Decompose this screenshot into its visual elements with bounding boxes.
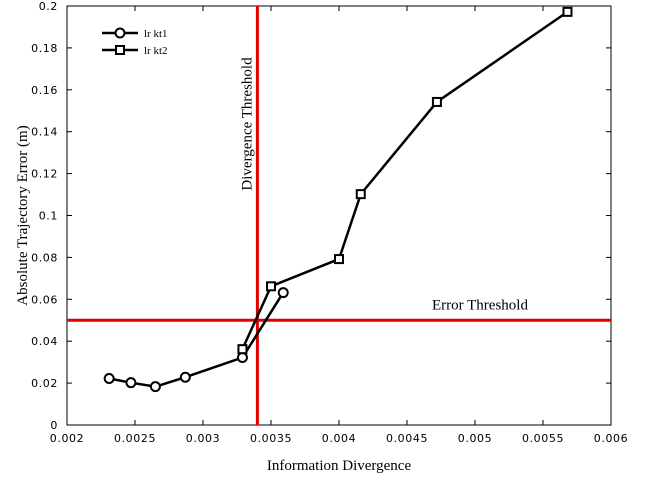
divergence-threshold-label: Divergence Threshold (239, 57, 255, 191)
data-point (277, 287, 289, 299)
data-point (562, 6, 573, 17)
legend-marker (115, 45, 125, 55)
series-lr-kt1 (103, 287, 289, 393)
y-tick-label: 0.14 (31, 126, 58, 139)
y-tick-label: 0.12 (31, 168, 58, 181)
y-tick-label: 0.06 (31, 293, 58, 306)
y-tick-label: 0 (50, 419, 58, 432)
data-point (179, 371, 191, 383)
threshold-lines: Divergence Threshold Error Threshold (67, 6, 611, 425)
series-lr-kt2 (237, 6, 573, 355)
legend: lr kt1 lr kt2 (102, 27, 168, 57)
data-point (149, 381, 161, 393)
legend-entry-label: lr kt2 (144, 45, 168, 57)
error-threshold-label: Error Threshold (432, 297, 528, 313)
x-tick-label: 0.003 (186, 432, 221, 445)
data-point (236, 352, 248, 364)
y-tick-label: 0.16 (31, 84, 58, 97)
y-tick-label: 0.08 (31, 251, 58, 264)
series-layer (103, 6, 573, 393)
x-tick-label: 0.0055 (522, 432, 564, 445)
y-tick-label: 0.04 (31, 335, 58, 348)
data-point (237, 344, 248, 355)
x-tick-label: 0.0045 (386, 432, 428, 445)
x-tick-label: 0.0035 (250, 432, 292, 445)
data-point (103, 372, 115, 384)
y-tick-label: 0.2 (39, 0, 58, 13)
legend-entry-label: lr kt1 (144, 28, 168, 40)
x-tick-label: 0.0025 (114, 432, 156, 445)
x-tick-label: 0.006 (594, 432, 629, 445)
axis-ticks: 0.002 0.0025 0.003 0.0035 0.004 0.0045 0.005 0.… (31, 0, 628, 445)
x-tick-label: 0.002 (50, 432, 85, 445)
legend-marker (114, 27, 126, 39)
x-tick-label: 0.004 (322, 432, 357, 445)
y-tick-label: 0.1 (39, 210, 58, 223)
x-tick-label: 0.005 (458, 432, 493, 445)
data-point (266, 281, 276, 292)
series-line (241, 10, 569, 350)
y-tick-label: 0.02 (31, 377, 58, 390)
data-point (334, 254, 344, 265)
plot-area (66, 5, 612, 426)
y-axis-label: Absolute Trajectory Error (m) (15, 125, 31, 305)
data-point (125, 377, 137, 389)
y-tick-label: 0.18 (31, 42, 58, 55)
x-axis-label: Information Divergence (267, 458, 412, 474)
data-point (355, 189, 366, 200)
data-point (431, 96, 442, 107)
plot-border (66, 5, 612, 426)
